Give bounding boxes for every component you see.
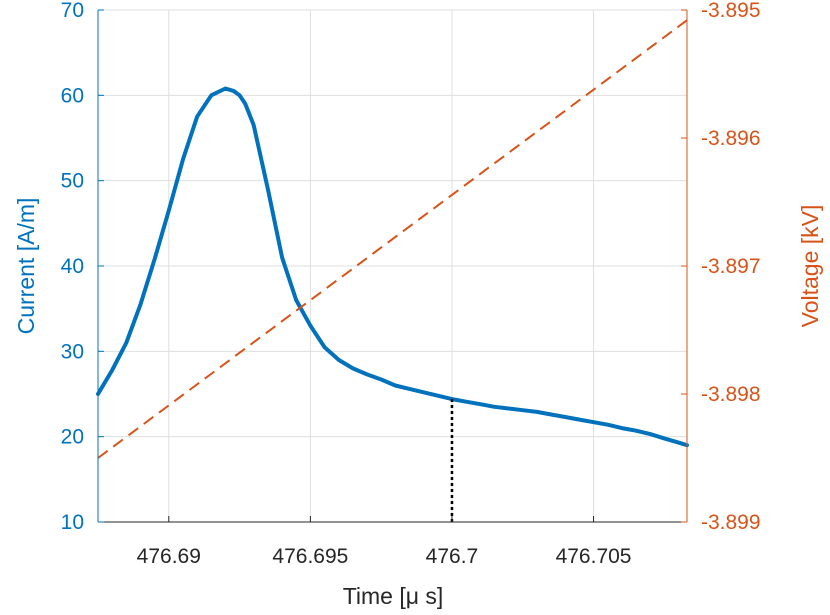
y-left-tick-label: 70: [61, 0, 84, 22]
y-left-tick-label: 60: [61, 84, 84, 107]
y-left-tick-label: 40: [61, 255, 84, 278]
x-tick-label: 476.705: [556, 545, 632, 568]
y-axis-left-label: Current [A/m]: [13, 198, 39, 335]
y-left-tick-label: 10: [61, 511, 84, 534]
x-tick-label: 476.69: [137, 545, 201, 568]
axes: [97, 9, 688, 523]
current-series-line: [96, 86, 689, 448]
y-right-tick-label: -3.898: [701, 383, 761, 406]
y-right-tick-label: -3.895: [701, 0, 761, 22]
voltage-series-line: [97, 19, 688, 459]
y-left-tick-label: 20: [61, 426, 84, 449]
x-axis-label: Time [μ s]: [343, 583, 444, 609]
y-right-tick-label: -3.896: [701, 127, 761, 150]
y-axis-right-label: Voltage [kV]: [797, 205, 823, 328]
y-left-tick-label: 30: [61, 340, 84, 363]
x-tick-label: 476.695: [272, 545, 348, 568]
y-right-tick-label: -3.897: [701, 255, 761, 278]
x-tick-label: 476.7: [426, 545, 479, 568]
grid: [98, 9, 687, 523]
y-right-tick-label: -3.899: [701, 511, 761, 534]
plot-data: [96, 19, 689, 522]
y-left-tick-label: 50: [61, 170, 84, 193]
tick-labels: 476.69 476.695 476.7 476.705 10 20 30 40 50 60 70 -…: [61, 0, 761, 568]
